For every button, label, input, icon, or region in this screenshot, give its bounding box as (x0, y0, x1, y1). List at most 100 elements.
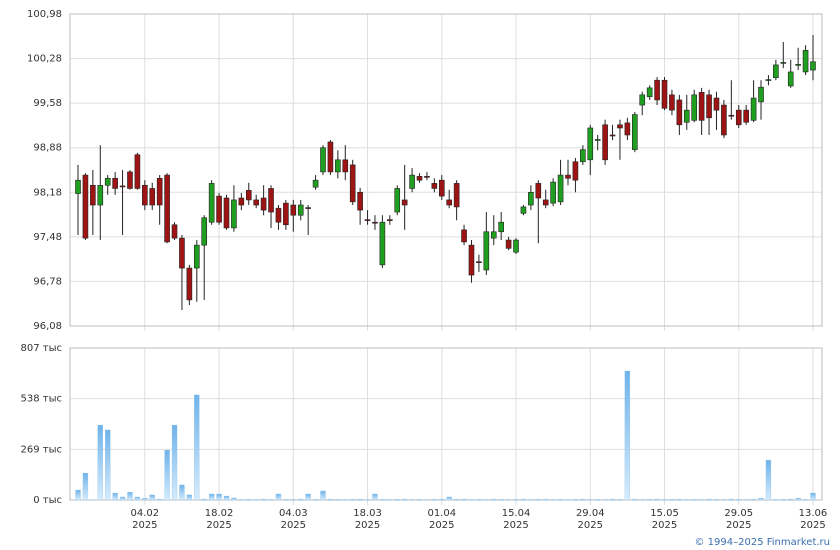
volume-bar (602, 499, 608, 501)
y-tick-label: 269 тыс (21, 444, 62, 455)
candle-body (765, 79, 772, 81)
candle-body (743, 109, 749, 123)
panel-frame (69, 347, 823, 501)
volume-bar (179, 484, 185, 501)
volume-bar (275, 493, 282, 501)
candle-body (587, 127, 594, 161)
candle-body (490, 231, 497, 239)
candle-body (394, 188, 401, 213)
volume-bar (201, 498, 207, 501)
candle-body (119, 185, 126, 188)
text-layer: 96,08 96,78 97,48 98,18 98,88 99,58 100,28 100,… (21, 9, 828, 531)
candle-body (171, 224, 178, 239)
candle-body (713, 97, 720, 111)
x-tick-label: 2025 (800, 520, 825, 531)
volume-bar (298, 498, 304, 501)
x-tick-label: 04.03 (279, 508, 308, 519)
y-tick-label: 97,48 (33, 232, 62, 243)
candle-body (290, 204, 297, 216)
x-tick-label: 2025 (652, 520, 677, 531)
candle-body (335, 159, 341, 173)
candle-body (372, 221, 378, 224)
x-tick-label: 18.02 (205, 508, 234, 519)
volume-bar (728, 498, 734, 501)
volume-bar (483, 499, 489, 501)
volume-bar (312, 499, 319, 501)
volume-bar (669, 499, 675, 501)
candle-body (416, 176, 423, 181)
candle-body (142, 184, 148, 206)
y-tick-label: 807 тыс (21, 343, 62, 354)
volume-bar (342, 499, 348, 501)
candle-body (572, 161, 579, 181)
volume-bar (676, 498, 683, 501)
volume-bar (372, 493, 378, 501)
candle-body (565, 174, 571, 179)
candle-body (156, 177, 163, 206)
candle-body (438, 179, 445, 197)
volume-bar (721, 499, 727, 501)
panel-frame (69, 13, 823, 327)
volume-bar (795, 497, 801, 501)
volume-bar (750, 499, 757, 501)
volume-bar (647, 499, 653, 501)
volume-bar (654, 498, 660, 501)
volume-bar (431, 499, 438, 501)
candle-body (231, 199, 237, 229)
x-tick-label: 29.05 (724, 508, 753, 519)
volume-bar (736, 499, 742, 501)
candle-body (127, 171, 133, 189)
volume-bar (684, 499, 690, 501)
volume-bar (149, 494, 155, 501)
candle-body (283, 202, 289, 226)
candle-body (357, 191, 363, 211)
volume-bar (82, 472, 89, 501)
candle-body (461, 229, 467, 243)
volume-bar (97, 424, 103, 501)
y-tick-label: 98,88 (33, 143, 62, 154)
volume-bar (320, 490, 326, 501)
candle-body (82, 174, 89, 239)
volume-bar (216, 493, 222, 501)
candle-body (305, 207, 311, 209)
y-tick-label: 538 тыс (21, 394, 62, 405)
candle-body (683, 109, 690, 123)
volume-bar (402, 498, 408, 501)
x-tick-label: 2025 (206, 520, 231, 531)
candle-body (520, 206, 527, 214)
y-tick-label: 100,98 (27, 9, 62, 20)
volume-bar (387, 499, 393, 501)
candle-body (617, 124, 623, 129)
x-tick-label: 13.06 (799, 508, 828, 519)
candle-body (698, 92, 705, 121)
x-tick-label: 2025 (355, 520, 380, 531)
volume-bar (409, 499, 415, 501)
candle-body (646, 87, 653, 98)
volume-bar (780, 499, 786, 501)
volume-bar (223, 495, 230, 501)
candle-body (721, 104, 727, 136)
candle-body (802, 49, 809, 73)
candle-body (312, 179, 319, 188)
candle-body (528, 191, 534, 206)
candle-body (735, 109, 742, 126)
volume-bar (595, 499, 601, 501)
x-tick-label: 2025 (132, 520, 157, 531)
candle-body (602, 124, 608, 161)
candle-body (216, 195, 222, 223)
candle-body (483, 231, 490, 271)
candle-body (238, 197, 245, 206)
candle-body (253, 199, 259, 206)
candle-body (97, 184, 104, 206)
candle-body (728, 114, 735, 117)
candle-body (810, 61, 816, 71)
candle-body (134, 154, 141, 189)
volume-bar (543, 498, 549, 501)
candle-body (268, 188, 274, 213)
volume-bar (268, 499, 274, 501)
volume-bar (520, 498, 527, 501)
candle-body (409, 174, 415, 189)
volume-bar (142, 497, 148, 501)
volume-bar (231, 497, 237, 501)
